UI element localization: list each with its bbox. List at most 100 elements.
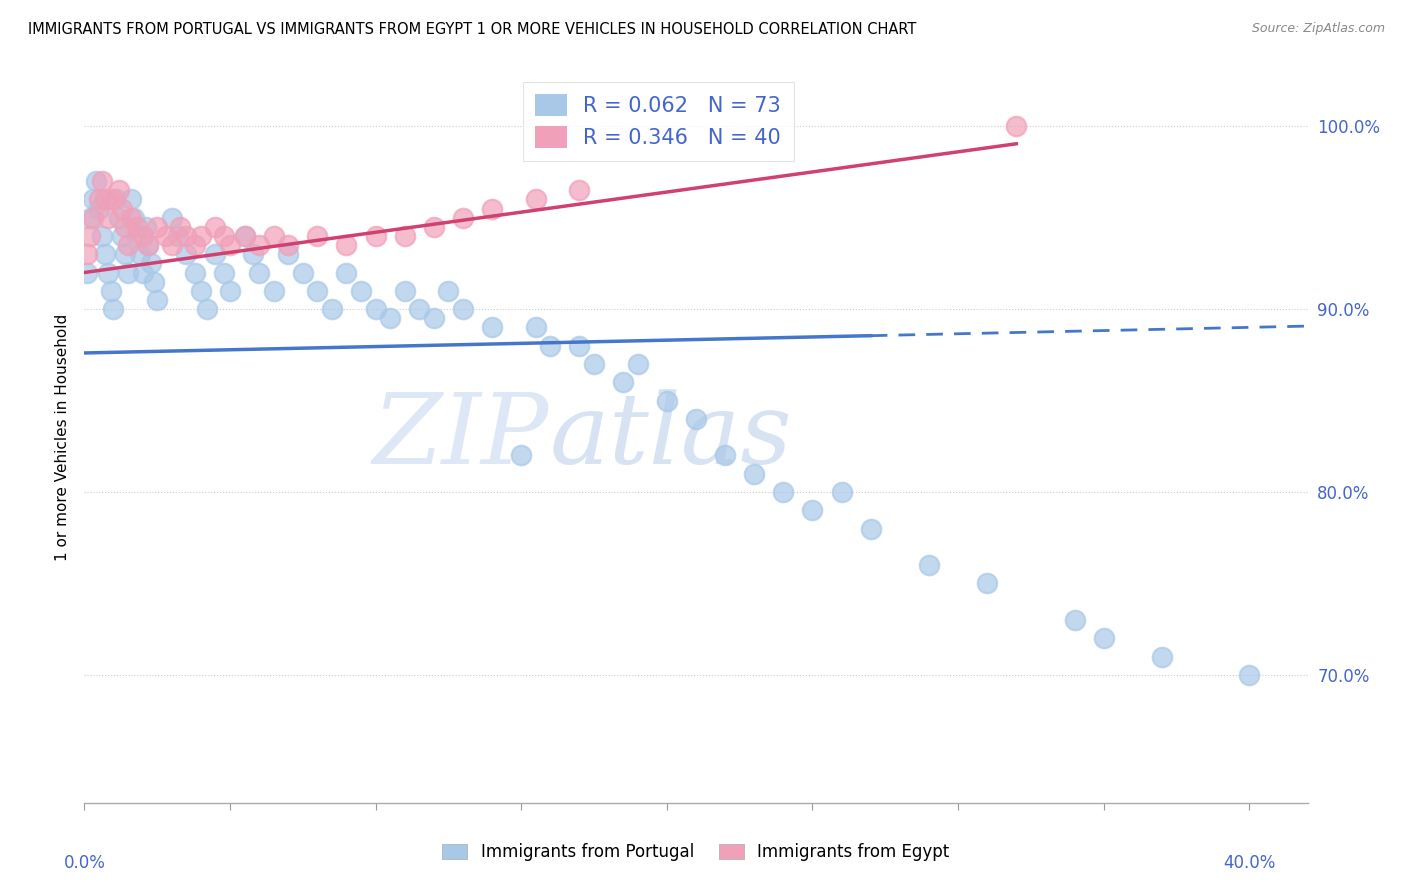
Point: [831, 484, 853, 499]
Point: [291, 265, 314, 279]
Point: [233, 228, 256, 243]
Point: [174, 247, 197, 261]
Point: [859, 521, 882, 535]
Point: [135, 219, 157, 234]
Point: [364, 228, 387, 243]
Point: [394, 228, 416, 243]
Point: [97, 211, 120, 225]
Point: [82, 192, 104, 206]
Point: [538, 338, 561, 352]
Point: [195, 301, 218, 316]
Point: [242, 247, 264, 261]
Point: [108, 211, 131, 225]
Point: [82, 211, 104, 225]
Point: [423, 219, 446, 234]
Point: [1063, 613, 1085, 627]
Point: [307, 228, 329, 243]
Point: [627, 357, 650, 371]
Point: [277, 247, 299, 261]
Point: [307, 284, 329, 298]
Point: [451, 301, 474, 316]
Point: [166, 228, 188, 243]
Text: 0.0%: 0.0%: [63, 854, 105, 872]
Point: [364, 301, 387, 316]
Point: [174, 228, 197, 243]
Point: [128, 247, 150, 261]
Text: ZIP: ZIP: [373, 390, 550, 484]
Point: [84, 174, 107, 188]
Point: [90, 174, 112, 188]
Point: [714, 448, 737, 462]
Point: [742, 467, 765, 481]
Point: [524, 320, 547, 334]
Point: [146, 219, 169, 234]
Point: [1150, 649, 1173, 664]
Point: [114, 219, 136, 234]
Point: [190, 284, 212, 298]
Point: [100, 284, 122, 298]
Point: [612, 375, 634, 389]
Point: [277, 238, 299, 252]
Point: [111, 202, 134, 216]
Point: [1005, 119, 1028, 133]
Point: [568, 183, 591, 197]
Point: [212, 265, 235, 279]
Point: [451, 211, 474, 225]
Point: [103, 301, 125, 316]
Point: [138, 238, 160, 252]
Point: [120, 211, 142, 225]
Point: [184, 238, 207, 252]
Point: [131, 228, 153, 243]
Point: [423, 311, 446, 326]
Text: atlas: atlas: [550, 390, 792, 484]
Point: [233, 228, 256, 243]
Point: [510, 448, 533, 462]
Point: [655, 393, 678, 408]
Point: [219, 238, 242, 252]
Point: [155, 228, 177, 243]
Point: [380, 311, 402, 326]
Point: [87, 202, 110, 216]
Point: [801, 503, 824, 517]
Y-axis label: 1 or more Vehicles in Household: 1 or more Vehicles in Household: [55, 313, 70, 561]
Point: [143, 275, 166, 289]
Point: [437, 284, 460, 298]
Point: [685, 411, 707, 425]
Point: [122, 211, 145, 225]
Point: [138, 238, 160, 252]
Point: [117, 238, 139, 252]
Point: [335, 238, 357, 252]
Point: [204, 247, 226, 261]
Point: [1092, 631, 1115, 645]
Point: [204, 219, 226, 234]
Point: [120, 192, 142, 206]
Point: [263, 228, 285, 243]
Point: [108, 183, 131, 197]
Point: [76, 265, 98, 279]
Text: 40.0%: 40.0%: [1223, 854, 1275, 872]
Point: [481, 202, 503, 216]
Point: [394, 284, 416, 298]
Text: IMMIGRANTS FROM PORTUGAL VS IMMIGRANTS FROM EGYPT 1 OR MORE VEHICLES IN HOUSEHOL: IMMIGRANTS FROM PORTUGAL VS IMMIGRANTS F…: [28, 22, 917, 37]
Point: [321, 301, 343, 316]
Point: [481, 320, 503, 334]
Point: [583, 357, 606, 371]
Point: [103, 192, 125, 206]
Point: [263, 284, 285, 298]
Text: Source: ZipAtlas.com: Source: ZipAtlas.com: [1251, 22, 1385, 36]
Point: [219, 284, 242, 298]
Point: [93, 247, 115, 261]
Point: [160, 211, 183, 225]
Point: [350, 284, 373, 298]
Point: [976, 576, 998, 591]
Point: [93, 192, 115, 206]
Point: [79, 211, 101, 225]
Point: [79, 228, 101, 243]
Point: [184, 265, 207, 279]
Point: [131, 265, 153, 279]
Point: [87, 192, 110, 206]
Point: [169, 219, 191, 234]
Point: [146, 293, 169, 307]
Point: [772, 484, 794, 499]
Point: [125, 228, 148, 243]
